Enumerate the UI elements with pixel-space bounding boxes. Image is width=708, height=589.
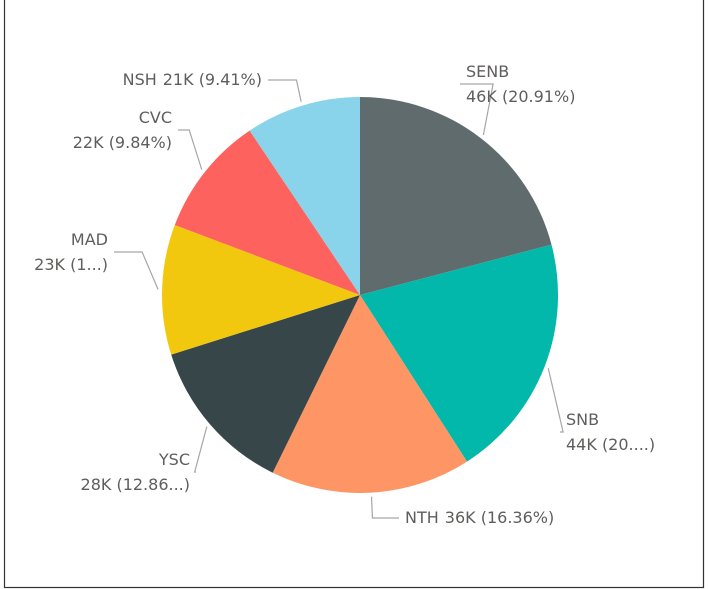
- pie-slice: [174, 130, 360, 295]
- category-label: NSH: [123, 70, 157, 89]
- pie-slice: [360, 97, 552, 295]
- leader-line: [178, 129, 203, 170]
- data-label: SNB 44K (20....): [566, 410, 655, 454]
- pie-slice: [360, 244, 558, 462]
- data-label: CVC 22K (9.84%): [73, 108, 172, 152]
- category-label: MAD: [71, 230, 108, 249]
- value-label: 44K (20....): [566, 435, 655, 454]
- pie-slice: [161, 225, 360, 355]
- category-label: SENB: [466, 62, 509, 81]
- pie-slice: [272, 295, 468, 493]
- value-label: 28K (12.86...): [81, 475, 190, 494]
- pie-slice: [171, 295, 360, 473]
- value-label: 21K (9.41%): [163, 70, 262, 89]
- value-label: 23K (1...): [34, 255, 108, 274]
- category-label: NTH: [405, 508, 439, 527]
- value-label: 36K (16.36%): [445, 508, 554, 527]
- category-label: CVC: [139, 108, 172, 127]
- pie-slice: [249, 97, 360, 295]
- leader-line: [114, 251, 159, 290]
- data-label: SENB 46K (20.91%): [466, 62, 575, 106]
- leader-line: [370, 496, 399, 519]
- category-label: YSC: [158, 450, 190, 469]
- category-label: SNB: [566, 410, 599, 429]
- leader-line: [193, 426, 208, 473]
- value-label: 22K (9.84%): [73, 133, 172, 152]
- data-label: NSH 21K (9.41%): [123, 70, 262, 89]
- data-label: YSC 28K (12.86...): [81, 450, 190, 494]
- data-label: MAD 23K (1...): [34, 230, 108, 274]
- leader-line: [547, 368, 564, 433]
- leader-line: [460, 83, 494, 136]
- data-label: NTH 36K (16.36%): [405, 508, 554, 527]
- leader-line: [268, 79, 302, 102]
- value-label: 46K (20.91%): [466, 87, 575, 106]
